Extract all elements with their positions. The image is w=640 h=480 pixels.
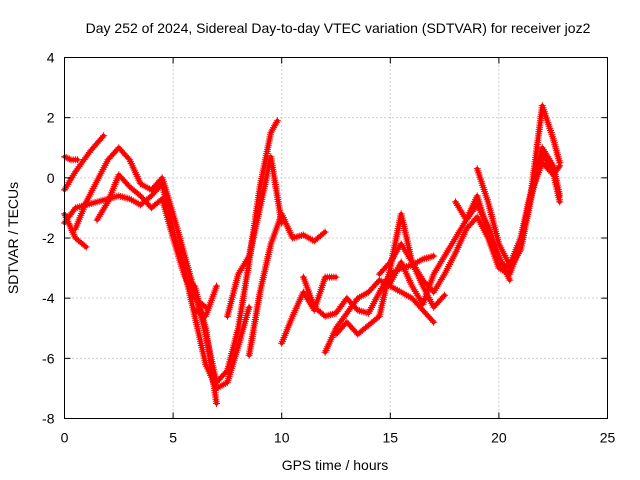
series-markers bbox=[71, 144, 220, 407]
x-tick-label: 20 bbox=[491, 430, 507, 446]
series-markers bbox=[223, 153, 286, 320]
series-markers bbox=[61, 210, 90, 251]
gridlines bbox=[64, 57, 608, 419]
y-axis-label: SDTVAR / TECUs bbox=[5, 182, 21, 294]
x-tick-label: 25 bbox=[600, 430, 616, 446]
series-sat-a bbox=[61, 132, 108, 194]
series-sat-i bbox=[223, 153, 286, 320]
series-sat-g bbox=[191, 282, 220, 320]
y-tick-label: -4 bbox=[42, 290, 55, 306]
chart-title: Day 252 of 2024, Sidereal Day-to-day VTE… bbox=[86, 20, 591, 36]
axis-ticks: 0 5 10 15 20 25 -8 -6 -4 -2 0 2 4 bbox=[42, 50, 615, 446]
series-markers bbox=[321, 276, 438, 356]
series-sat-e bbox=[61, 210, 90, 251]
series-markers bbox=[245, 210, 329, 359]
series-sat-s bbox=[528, 159, 564, 194]
y-tick-label: 4 bbox=[47, 50, 55, 66]
series-sat-m bbox=[321, 276, 438, 356]
series-markers bbox=[93, 171, 210, 311]
x-tick-label: 15 bbox=[383, 430, 399, 446]
series-sat-d bbox=[71, 144, 220, 407]
plot-frame bbox=[64, 57, 608, 419]
series-markers bbox=[528, 159, 564, 194]
x-tick-label: 10 bbox=[274, 430, 290, 446]
series-track bbox=[62, 181, 252, 391]
series-markers bbox=[61, 180, 253, 392]
y-tick-label: -2 bbox=[42, 230, 55, 246]
x-axis-label: GPS time / hours bbox=[282, 457, 389, 473]
series-sat-f bbox=[93, 171, 210, 311]
y-tick-label: -8 bbox=[42, 411, 55, 427]
series-markers bbox=[61, 132, 108, 194]
x-tick-label: 0 bbox=[61, 430, 69, 446]
y-tick-label: 0 bbox=[47, 170, 55, 186]
series-sat-j bbox=[245, 210, 329, 359]
y-tick-label: -6 bbox=[42, 350, 55, 366]
data-series bbox=[61, 102, 564, 407]
y-tick-label: 2 bbox=[47, 110, 55, 126]
x-tick-label: 5 bbox=[169, 430, 177, 446]
series-sat-c bbox=[61, 180, 253, 392]
series-sat-h bbox=[191, 117, 281, 386]
